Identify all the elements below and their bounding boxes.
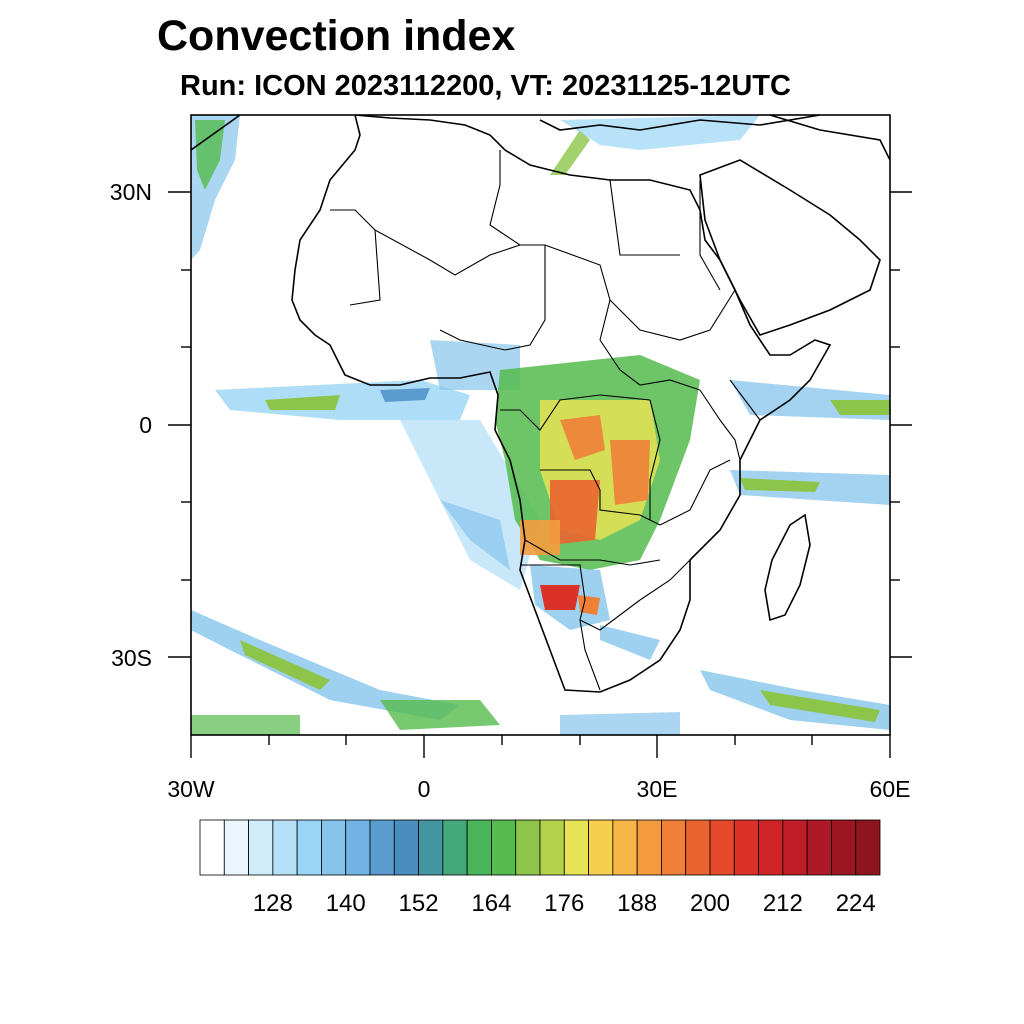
colorbar-swatch [661, 819, 687, 876]
colorbar-label: 152 [399, 890, 439, 917]
colorbar-label: 164 [471, 890, 511, 917]
colorbar-swatch [733, 819, 759, 876]
y-tick-label: 30N [110, 179, 152, 205]
colorbar-swatch [636, 819, 662, 876]
x-tick-label: 60E [870, 776, 911, 802]
x-tick-label: 30E [637, 776, 678, 802]
y-tick-label: 0 [139, 412, 152, 438]
colorbar-label: 140 [326, 890, 366, 917]
colorbar-swatch [321, 819, 347, 876]
x-tick-label: 0 [418, 776, 431, 802]
colorbar-swatch [539, 819, 565, 876]
y-tick-label: 30S [111, 645, 152, 671]
country-borders [330, 150, 761, 691]
colorbar-swatch [296, 819, 322, 876]
colorbar-swatch [369, 819, 395, 876]
colorbar-swatch [248, 819, 274, 876]
colorbar-swatch [199, 819, 225, 876]
colorbar-swatch [806, 819, 832, 876]
colorbar-swatch [491, 819, 517, 876]
map-subtitle: Run: ICON 2023112200, VT: 20231125-12UTC [180, 70, 791, 102]
convection-field [191, 115, 890, 735]
colorbar-swatch [418, 819, 444, 876]
colorbar-swatch [758, 819, 784, 876]
colorbar-swatch [466, 819, 492, 876]
colorbar-swatch [515, 819, 541, 876]
x-tick-label: 30W [167, 776, 215, 802]
colorbar-label: 128 [253, 890, 293, 917]
coastlines [191, 115, 890, 693]
colorbar-swatch [709, 819, 735, 876]
colorbar-swatch [588, 819, 614, 876]
colorbar-label: 224 [836, 890, 876, 917]
map-title: Convection index [157, 12, 516, 60]
colorbar-labels: 128 140 152 164 176 188 200 212 224 [253, 890, 876, 917]
colorbar-swatch [563, 819, 589, 876]
colorbar-swatch [782, 819, 808, 876]
colorbar-label: 176 [544, 890, 584, 917]
colorbar-swatch [612, 819, 638, 876]
tick-marks [168, 191, 912, 758]
colorbar-swatch [272, 819, 298, 876]
colorbar-swatch [223, 819, 249, 876]
colorbar [199, 819, 881, 876]
colorbar-swatch [855, 819, 881, 876]
colorbar-swatch [831, 819, 857, 876]
colorbar-swatch [685, 819, 711, 876]
colorbar-label: 200 [690, 890, 730, 917]
colorbar-swatch [345, 819, 371, 876]
colorbar-swatch [393, 819, 419, 876]
colorbar-swatch [442, 819, 468, 876]
colorbar-label: 188 [617, 890, 657, 917]
colorbar-label: 212 [763, 890, 803, 917]
